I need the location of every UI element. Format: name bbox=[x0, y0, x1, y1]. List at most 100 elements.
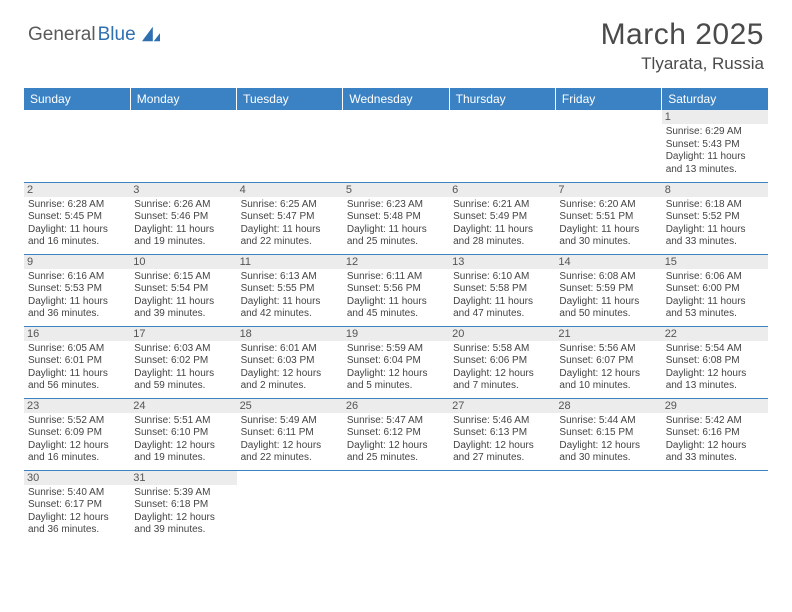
calendar-cell: 14Sunrise: 6:08 AMSunset: 5:59 PMDayligh… bbox=[555, 254, 661, 326]
cell-body: Sunrise: 6:28 AMSunset: 5:45 PMDaylight:… bbox=[28, 199, 126, 249]
daylight-text: Daylight: 11 hours and 28 minutes. bbox=[453, 224, 551, 249]
calendar-cell: 19Sunrise: 5:59 AMSunset: 6:04 PMDayligh… bbox=[343, 326, 449, 398]
sunset-text: Sunset: 5:46 PM bbox=[134, 211, 232, 224]
cell-body: Sunrise: 5:56 AMSunset: 6:07 PMDaylight:… bbox=[559, 343, 657, 393]
cell-body: Sunrise: 6:13 AMSunset: 5:55 PMDaylight:… bbox=[241, 271, 339, 321]
calendar-cell: 9Sunrise: 6:16 AMSunset: 5:53 PMDaylight… bbox=[24, 254, 130, 326]
calendar-cell: 1Sunrise: 6:29 AMSunset: 5:43 PMDaylight… bbox=[662, 110, 768, 182]
location-label: Tlyarata, Russia bbox=[601, 54, 764, 74]
sunset-text: Sunset: 6:07 PM bbox=[559, 355, 657, 368]
calendar-cell: 26 Sunrise: 5:47 AMSunset: 6:12 PMDayligh… bbox=[343, 398, 449, 470]
sunset-text: Sunset: 6:01 PM bbox=[28, 355, 126, 368]
calendar-cell bbox=[662, 470, 768, 542]
calendar-cell: 23Sunrise: 5:52 AMSunset: 6:09 PMDayligh… bbox=[24, 398, 130, 470]
cell-body: Sunrise: 6:20 AMSunset: 5:51 PMDaylight:… bbox=[559, 199, 657, 249]
sunset-text: Sunset: 6:08 PM bbox=[666, 355, 764, 368]
day-number: 26 bbox=[343, 399, 449, 413]
calendar-cell: 27Sunrise: 5:46 AMSunset: 6:13 PMDayligh… bbox=[449, 398, 555, 470]
sunrise-text: Sunrise: 5:49 AM bbox=[241, 415, 339, 428]
sunset-text: Sunset: 6:13 PM bbox=[453, 427, 551, 440]
cell-body: Sunrise: 6:26 AMSunset: 5:46 PMDaylight:… bbox=[134, 199, 232, 249]
day-number: 24 bbox=[130, 399, 236, 413]
sunrise-text: Sunrise: 5:59 AM bbox=[347, 343, 445, 356]
daylight-text: Daylight: 12 hours and 19 minutes. bbox=[134, 440, 232, 465]
calendar-row: 1Sunrise: 6:29 AMSunset: 5:43 PMDaylight… bbox=[24, 110, 768, 182]
calendar-cell: 5 Sunrise: 6:23 AMSunset: 5:48 PMDaylight… bbox=[343, 182, 449, 254]
sunset-text: Sunset: 6:03 PM bbox=[241, 355, 339, 368]
logo-sail-icon bbox=[140, 25, 162, 43]
sunrise-text: Sunrise: 5:54 AM bbox=[666, 343, 764, 356]
cell-body: Sunrise: 6:06 AMSunset: 6:00 PMDaylight:… bbox=[666, 271, 764, 321]
calendar-cell: 25Sunrise: 5:49 AMSunset: 6:11 PMDayligh… bbox=[237, 398, 343, 470]
sunrise-text: Sunrise: 6:06 AM bbox=[666, 271, 764, 284]
sunrise-text: Sunrise: 6:03 AM bbox=[134, 343, 232, 356]
daylight-text: Daylight: 11 hours and 22 minutes. bbox=[241, 224, 339, 249]
day-number: 20 bbox=[449, 327, 555, 341]
cell-body: Sunrise: 5:59 AMSunset: 6:04 PMDaylight:… bbox=[347, 343, 445, 393]
day-number: 1 bbox=[662, 110, 768, 124]
daylight-text: Daylight: 12 hours and 39 minutes. bbox=[134, 512, 232, 537]
day-header: Friday bbox=[555, 88, 661, 110]
calendar-row: 30Sunrise: 5:40 AMSunset: 6:17 PMDayligh… bbox=[24, 470, 768, 542]
sunrise-text: Sunrise: 6:23 AM bbox=[347, 199, 445, 212]
sunrise-text: Sunrise: 5:58 AM bbox=[453, 343, 551, 356]
day-number: 27 bbox=[449, 399, 555, 413]
calendar-cell: 22Sunrise: 5:54 AMSunset: 6:08 PMDayligh… bbox=[662, 326, 768, 398]
daylight-text: Daylight: 12 hours and 36 minutes. bbox=[28, 512, 126, 537]
day-number: 21 bbox=[555, 327, 661, 341]
day-number: 8 bbox=[662, 183, 768, 197]
cell-body: Sunrise: 6:23 AMSunset: 5:48 PMDaylight:… bbox=[347, 199, 445, 249]
sunrise-text: Sunrise: 6:21 AM bbox=[453, 199, 551, 212]
logo: General Blue bbox=[28, 24, 162, 46]
month-title: March 2025 bbox=[601, 18, 764, 52]
sunset-text: Sunset: 6:12 PM bbox=[347, 427, 445, 440]
sunset-text: Sunset: 5:51 PM bbox=[559, 211, 657, 224]
daylight-text: Daylight: 11 hours and 19 minutes. bbox=[134, 224, 232, 249]
sunrise-text: Sunrise: 6:01 AM bbox=[241, 343, 339, 356]
calendar-cell: 11Sunrise: 6:13 AMSunset: 5:55 PMDayligh… bbox=[237, 254, 343, 326]
sunset-text: Sunset: 5:52 PM bbox=[666, 211, 764, 224]
sunrise-text: Sunrise: 5:40 AM bbox=[28, 487, 126, 500]
calendar-cell: 3Sunrise: 6:26 AMSunset: 5:46 PMDaylight… bbox=[130, 182, 236, 254]
daylight-text: Daylight: 11 hours and 45 minutes. bbox=[347, 296, 445, 321]
sunrise-text: Sunrise: 5:46 AM bbox=[453, 415, 551, 428]
sunrise-text: Sunrise: 5:52 AM bbox=[28, 415, 126, 428]
calendar-cell: 6Sunrise: 6:21 AMSunset: 5:49 PMDaylight… bbox=[449, 182, 555, 254]
day-number: 5 bbox=[343, 183, 449, 197]
cell-body: Sunrise: 6:03 AMSunset: 6:02 PMDaylight:… bbox=[134, 343, 232, 393]
calendar-cell bbox=[130, 110, 236, 182]
day-header: Wednesday bbox=[343, 88, 449, 110]
daylight-text: Daylight: 12 hours and 7 minutes. bbox=[453, 368, 551, 393]
calendar-row: 2 Sunrise: 6:28 AMSunset: 5:45 PMDaylight… bbox=[24, 182, 768, 254]
sunset-text: Sunset: 5:58 PM bbox=[453, 283, 551, 296]
sunrise-text: Sunrise: 6:18 AM bbox=[666, 199, 764, 212]
sunset-text: Sunset: 5:59 PM bbox=[559, 283, 657, 296]
day-header: Thursday bbox=[449, 88, 555, 110]
daylight-text: Daylight: 12 hours and 25 minutes. bbox=[347, 440, 445, 465]
day-number: 4 bbox=[237, 183, 343, 197]
sunset-text: Sunset: 5:55 PM bbox=[241, 283, 339, 296]
day-number: 18 bbox=[237, 327, 343, 341]
day-number: 2 bbox=[24, 183, 130, 197]
daylight-text: Daylight: 12 hours and 16 minutes. bbox=[28, 440, 126, 465]
calendar-cell bbox=[237, 470, 343, 542]
sunset-text: Sunset: 5:56 PM bbox=[347, 283, 445, 296]
cell-body: Sunrise: 5:47 AMSunset: 6:12 PMDaylight:… bbox=[347, 415, 445, 465]
sunset-text: Sunset: 5:54 PM bbox=[134, 283, 232, 296]
daylight-text: Daylight: 12 hours and 13 minutes. bbox=[666, 368, 764, 393]
calendar-cell bbox=[555, 470, 661, 542]
cell-body: Sunrise: 5:44 AMSunset: 6:15 PMDaylight:… bbox=[559, 415, 657, 465]
day-number: 6 bbox=[449, 183, 555, 197]
cell-body: Sunrise: 5:49 AMSunset: 6:11 PMDaylight:… bbox=[241, 415, 339, 465]
calendar-cell: 21 Sunrise: 5:56 AMSunset: 6:07 PMDayligh… bbox=[555, 326, 661, 398]
sunset-text: Sunset: 5:45 PM bbox=[28, 211, 126, 224]
daylight-text: Daylight: 11 hours and 42 minutes. bbox=[241, 296, 339, 321]
calendar-cell: 29Sunrise: 5:42 AMSunset: 6:16 PMDayligh… bbox=[662, 398, 768, 470]
day-header: Monday bbox=[130, 88, 236, 110]
sunset-text: Sunset: 6:10 PM bbox=[134, 427, 232, 440]
daylight-text: Daylight: 12 hours and 10 minutes. bbox=[559, 368, 657, 393]
sunrise-text: Sunrise: 6:05 AM bbox=[28, 343, 126, 356]
calendar-cell bbox=[343, 470, 449, 542]
daylight-text: Daylight: 12 hours and 2 minutes. bbox=[241, 368, 339, 393]
calendar-cell: 8Sunrise: 6:18 AMSunset: 5:52 PMDaylight… bbox=[662, 182, 768, 254]
